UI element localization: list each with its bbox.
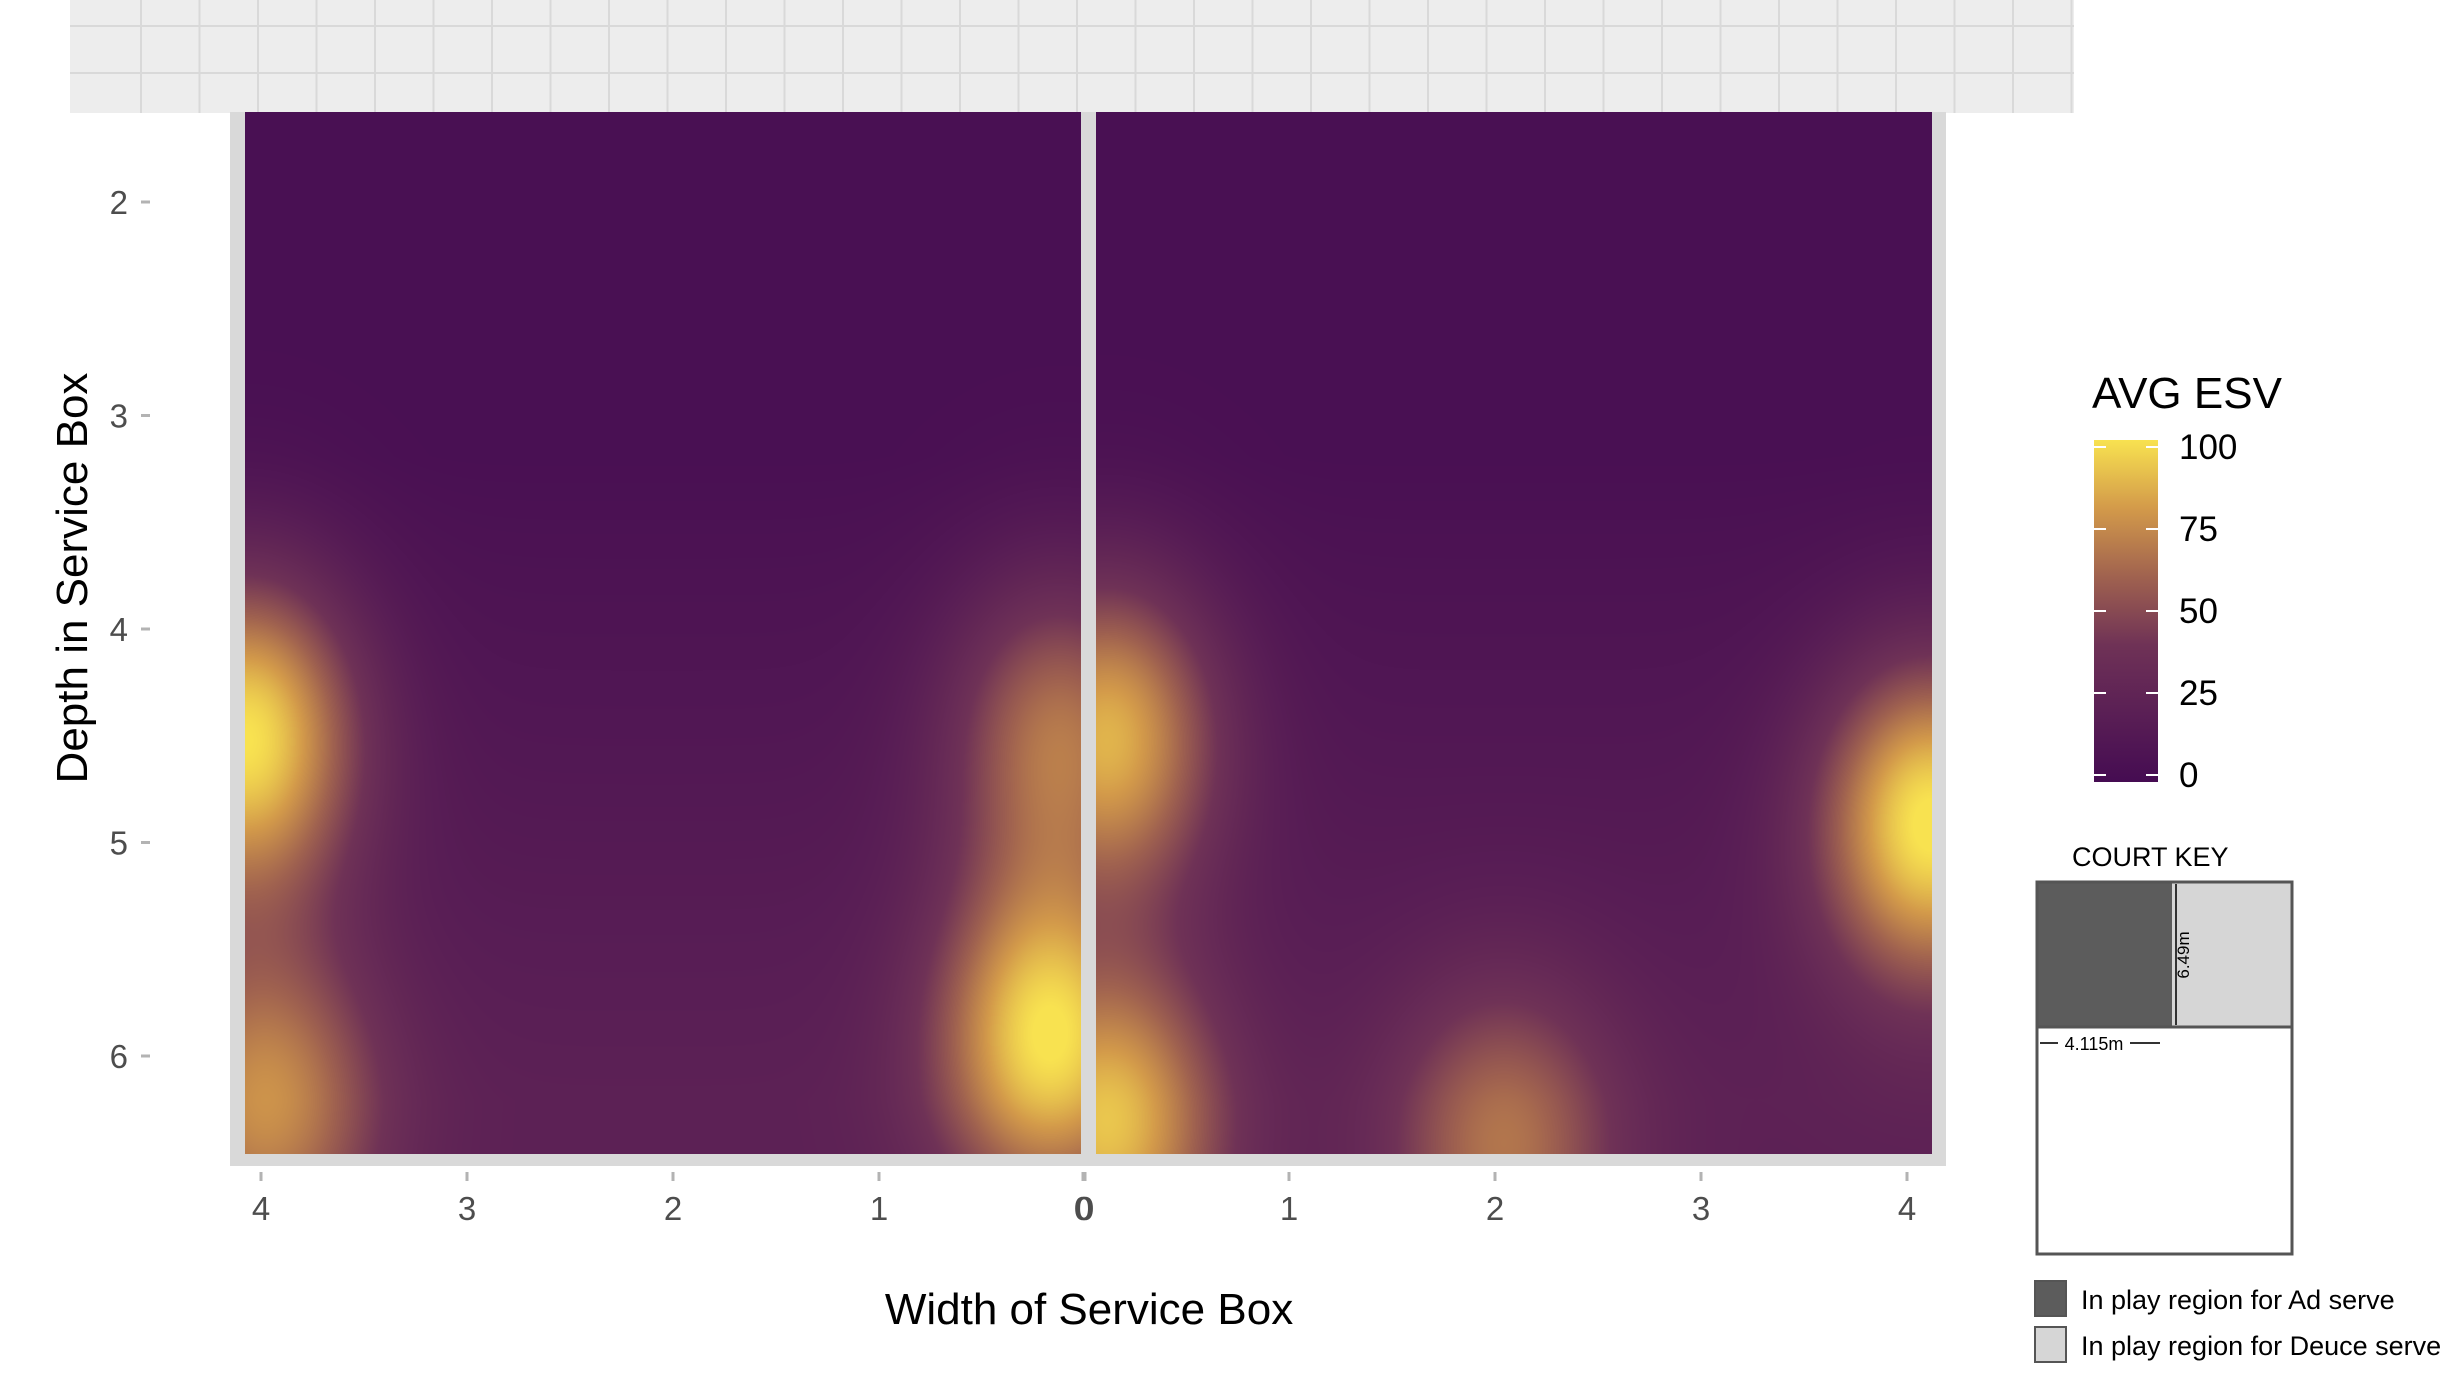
ad-serve-swatch xyxy=(2034,1280,2067,1317)
court-key-legend: In play region for Ad serve In play regi… xyxy=(2034,1280,2441,1363)
legend-title: AVG ESV xyxy=(2092,369,2283,418)
court-key-court-outline xyxy=(2035,880,2294,1256)
y-tick-label: 4 xyxy=(110,611,128,648)
legend-tick-label: 100 xyxy=(2179,428,2237,467)
court-key-width-label: 4.115m xyxy=(2065,1034,2124,1054)
y-tick-label: 2 xyxy=(110,184,128,221)
y-axis-title: Depth in Service Box xyxy=(48,373,97,784)
x-tick-label: 2 xyxy=(1486,1190,1504,1227)
court-key-deuce-region xyxy=(2172,882,2292,1027)
deuce-serve-label: In play region for Deuce serve xyxy=(2081,1331,2441,1361)
x-tick-label: 2 xyxy=(664,1190,682,1227)
x-tick-label: 0 xyxy=(1076,1190,1094,1227)
top-grid-strip xyxy=(70,0,2074,113)
heatmap-panel-left xyxy=(245,112,1081,1154)
y-tick-label: 5 xyxy=(110,825,128,862)
x-axis-title: Width of Service Box xyxy=(885,1285,1293,1334)
legend-tick-label: 25 xyxy=(2179,674,2218,713)
x-axis: 4 3 2 1 00 1 2 3 4 xyxy=(252,1172,1916,1227)
legend-tick-label: 0 xyxy=(2179,756,2198,795)
y-tick-label: 6 xyxy=(110,1038,128,1075)
x-tick-label: 4 xyxy=(1898,1190,1916,1227)
legend-tick-label: 50 xyxy=(2179,592,2218,631)
deuce-serve-swatch xyxy=(2034,1326,2067,1363)
x-tick-label: 4 xyxy=(252,1190,270,1227)
court-key-title: COURT KEY xyxy=(2072,842,2229,872)
color-legend: AVG ESV 100 75 50 25 0 xyxy=(2092,369,2283,795)
y-tick-label: 3 xyxy=(110,398,128,435)
ad-serve-label: In play region for Ad serve xyxy=(2081,1285,2395,1315)
legend-ticks: 100 75 50 25 0 xyxy=(2094,428,2237,795)
court-key: COURT KEY 6.49m 4.115m xyxy=(2035,842,2294,1256)
court-key-depth-label: 6.49m xyxy=(2174,931,2193,978)
court-key-ad-region xyxy=(2037,882,2172,1027)
x-tick-label: 3 xyxy=(458,1190,476,1227)
top-grid-background xyxy=(70,0,2074,113)
legend-tick-label: 75 xyxy=(2179,510,2218,549)
y-axis: 2 3 4 5 6 xyxy=(110,184,150,1075)
x-tick-label: 1 xyxy=(870,1190,888,1227)
x-tick-label: 3 xyxy=(1692,1190,1710,1227)
heatmap-panel-right xyxy=(1096,112,1932,1154)
x-tick-label: 0 xyxy=(1074,1190,1092,1227)
x-tick-label: 1 xyxy=(1280,1190,1298,1227)
